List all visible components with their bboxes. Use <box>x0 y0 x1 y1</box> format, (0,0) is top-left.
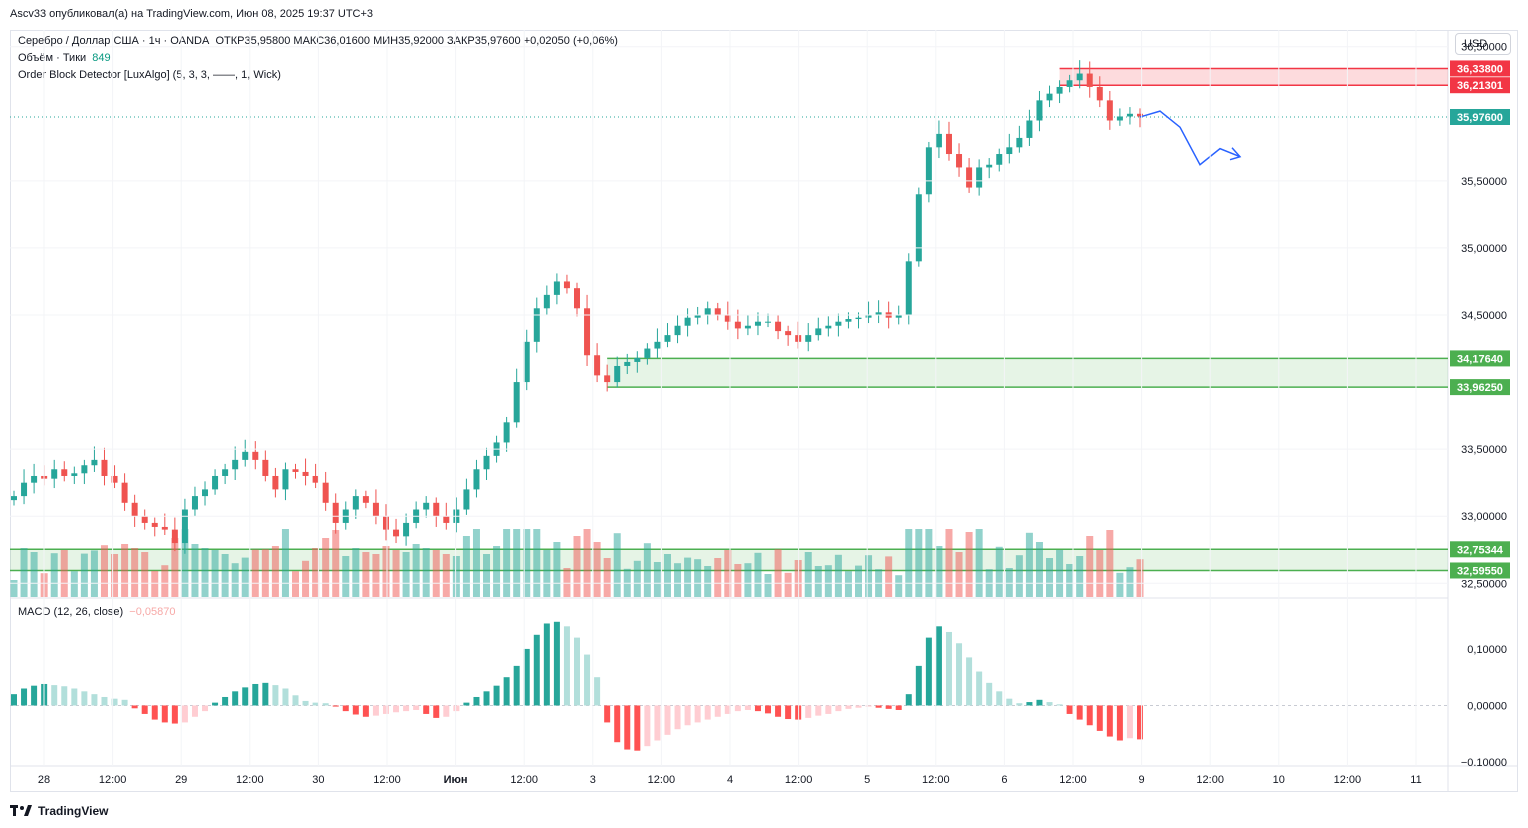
publish-info: Ascv33 опубликовал(а) на TradingView.com… <box>10 8 374 20</box>
macd-legend[interactable]: MACD (12, 26, close) −0,05870 <box>18 606 175 618</box>
tradingview-brand[interactable]: TradingView <box>10 804 108 818</box>
volume-label: Объём · Тики <box>18 52 87 64</box>
symbol-title: Серебро / Доллар США · 1ч · OANDA <box>18 35 210 47</box>
volume-value: 849 <box>92 52 111 64</box>
symbol-legend[interactable]: Серебро / Доллар США · 1ч · OANDA ОТКР35… <box>18 35 618 47</box>
ohlc-values: ОТКР35,95800 МАКС36,01600 МИН35,92000 ЗА… <box>215 35 618 47</box>
macd-value: −0,05870 <box>129 606 176 618</box>
brand-label: TradingView <box>38 804 109 818</box>
chart-frame <box>10 30 1518 792</box>
macd-label: MACD (12, 26, close) <box>18 606 124 618</box>
indicator-legend[interactable]: Order Block Detector [LuxAlgo] (5, 3, 3,… <box>18 69 281 81</box>
volume-legend[interactable]: Объём · Тики 849 <box>18 52 111 64</box>
currency-button[interactable]: USD <box>1455 33 1511 55</box>
tradingview-logo-icon <box>10 805 32 816</box>
